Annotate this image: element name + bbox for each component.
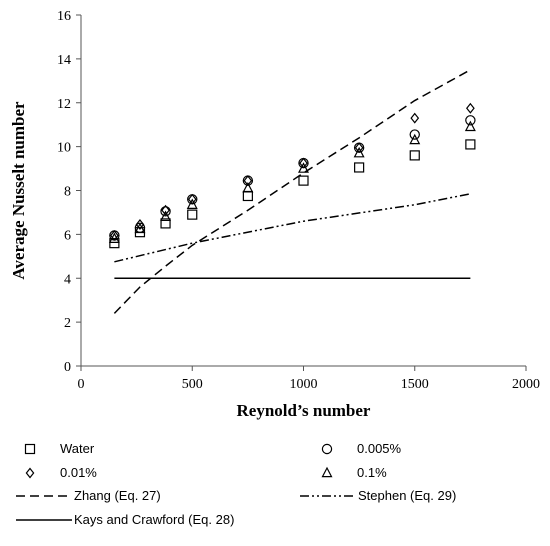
legend-item: Water	[24, 441, 95, 456]
x-axis-title: Reynold’s number	[237, 401, 371, 420]
legend-label: Water	[60, 441, 95, 456]
y-tick-label: 16	[57, 9, 71, 24]
data-point-diamond	[466, 102, 475, 114]
y-tick-label: 6	[64, 228, 71, 243]
data-point-circle	[465, 115, 476, 126]
y-tick-label: 0	[64, 360, 71, 375]
data-point-diamond	[243, 175, 253, 187]
legend-item: 0.01%	[25, 465, 97, 480]
data-point-triangle	[186, 198, 198, 209]
y-tick-label: 8	[64, 185, 71, 200]
x-tick-label: 1000	[290, 377, 318, 392]
y-tick-label: 14	[57, 53, 71, 68]
legend-item: Kays and Crawford (Eq. 28)	[16, 512, 234, 527]
data-point-diamond	[161, 204, 170, 216]
legend-label: 0.01%	[60, 465, 97, 480]
legend-item: 0.1%	[321, 465, 387, 480]
data-point-square	[109, 238, 120, 249]
data-point-square	[409, 150, 420, 161]
data-point-square	[160, 218, 171, 229]
data-point-triangle	[464, 120, 476, 132]
data-point-diamond	[299, 157, 308, 169]
data-point-triangle	[353, 146, 365, 158]
series-markers	[109, 115, 476, 241]
x-tick-label: 500	[182, 377, 203, 392]
legend-item: 0.005%	[321, 441, 402, 456]
y-tick-label: 4	[64, 272, 71, 287]
data-point-circle	[160, 206, 171, 217]
data-point-square	[242, 190, 253, 202]
legend-label: 0.1%	[357, 465, 387, 480]
data-point-diamond	[110, 230, 119, 241]
legend-marker-triangle	[321, 466, 333, 478]
y-tick-label: 12	[57, 97, 71, 112]
legend-marker-square	[24, 443, 36, 455]
y-tick-label: 2	[64, 316, 71, 331]
legend: Water 0.005% 0.01% 0.1% Zhang (Eq. 27) Stephe…	[16, 441, 456, 527]
series-markers	[108, 120, 476, 243]
x-tick-label: 2000	[512, 377, 540, 392]
legend-marker-diamond	[25, 467, 35, 479]
data-point-triangle	[298, 162, 309, 173]
data-point-triangle	[409, 133, 421, 145]
series-markers	[109, 139, 476, 249]
legend-label: 0.005%	[357, 441, 402, 456]
series-line	[113, 69, 471, 314]
data-point-diamond	[135, 219, 145, 230]
legend-label: Stephen (Eq. 29)	[358, 488, 456, 503]
plot-area: 0 500 1000 1500 2000 0 2 4 6 8 10 12 14 16	[57, 9, 540, 392]
x-tick-label: 1500	[401, 377, 429, 392]
series-line	[114, 193, 471, 263]
series-markers	[110, 102, 475, 241]
data-point-square	[187, 209, 198, 220]
data-point-diamond	[410, 112, 420, 124]
x-tick-label: 0	[78, 377, 85, 392]
data-point-circle	[409, 129, 420, 140]
data-point-square	[354, 162, 365, 173]
legend-marker-circle	[321, 443, 333, 455]
data-point-triangle	[242, 182, 254, 193]
y-tick-label: 10	[57, 141, 71, 156]
data-point-square	[465, 139, 476, 150]
legend-label: Zhang (Eq. 27)	[74, 488, 161, 503]
legend-item: Zhang (Eq. 27)	[16, 488, 161, 503]
legend-item: Stephen (Eq. 29)	[300, 488, 456, 503]
data-point-diamond	[354, 142, 364, 154]
data-point-triangle	[160, 210, 172, 222]
data-point-triangle	[134, 222, 146, 234]
data-point-diamond	[187, 193, 197, 205]
data-point-square	[298, 175, 309, 186]
legend-label: Kays and Crawford (Eq. 28)	[74, 512, 234, 527]
data-point-triangle	[108, 232, 120, 243]
y-axis-title: Average Nusselt number	[9, 101, 28, 280]
